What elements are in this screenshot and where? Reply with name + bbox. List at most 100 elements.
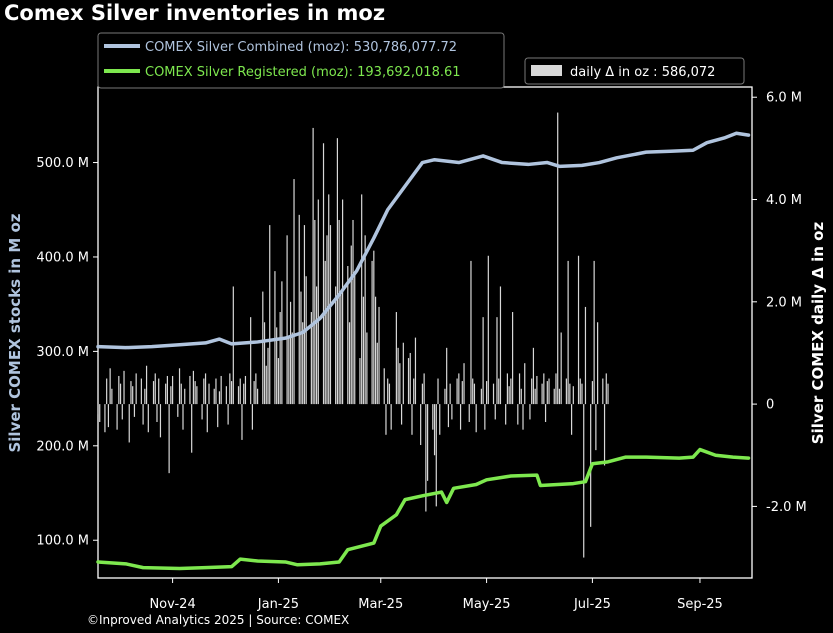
daily-delta-bar — [498, 378, 500, 405]
daily-delta-bar — [553, 388, 555, 405]
daily-delta-bar — [298, 214, 300, 405]
daily-delta-bar — [312, 127, 314, 405]
daily-delta-bar — [220, 375, 222, 405]
registered-inventory-line — [96, 447, 751, 571]
combined-inventory-line — [96, 131, 751, 350]
daily-delta-bar — [364, 235, 366, 405]
daily-delta-bar — [277, 358, 280, 405]
daily-delta-bar — [485, 381, 488, 405]
right-y-tick-label: 4.0 M — [766, 193, 802, 208]
daily-delta-bar — [225, 386, 227, 405]
daily-delta-bar — [409, 352, 411, 405]
daily-delta-bar — [529, 404, 531, 420]
daily-delta-bar — [145, 365, 148, 405]
daily-delta-bar — [463, 363, 465, 405]
daily-delta-bar — [390, 404, 392, 430]
right-y-tick-label: -2.0 M — [766, 500, 807, 515]
daily-delta-bar — [302, 322, 304, 405]
daily-delta-bar — [159, 404, 162, 438]
daily-delta-bar — [177, 404, 179, 417]
daily-delta-bar — [421, 383, 423, 405]
daily-delta-bar — [444, 388, 446, 405]
daily-delta-bar — [371, 260, 373, 405]
daily-delta-bar — [558, 388, 561, 405]
daily-delta-bar — [104, 404, 106, 433]
chart-title: Comex Silver inventories in moz — [4, 1, 385, 25]
daily-delta-bar — [456, 378, 458, 405]
daily-delta-bar — [192, 370, 195, 405]
daily-delta-bar — [274, 271, 276, 405]
daily-delta-bar — [378, 306, 380, 405]
legend-combined-label: COMEX Silver Combined (moz): 530,786,077… — [145, 40, 457, 55]
daily-delta-bar — [335, 286, 337, 405]
left-y-tick-label: 100.0 M — [36, 534, 89, 549]
daily-delta-bar — [407, 358, 410, 405]
daily-delta-bar — [170, 386, 172, 405]
daily-delta-bar — [251, 404, 253, 430]
daily-delta-bar — [121, 404, 123, 420]
legend-daily-swatch — [531, 65, 562, 76]
daily-delta-bar — [180, 383, 182, 405]
left-y-tick-label: 400.0 M — [36, 250, 89, 265]
daily-delta-bar — [99, 404, 101, 422]
daily-delta-bar — [361, 194, 363, 405]
daily-delta-bar — [350, 245, 352, 405]
daily-delta-bar — [482, 317, 484, 405]
daily-delta-bar — [156, 404, 158, 422]
daily-delta-bar — [243, 383, 245, 405]
daily-delta-bar — [347, 266, 349, 405]
daily-delta-bar — [204, 373, 207, 405]
daily-delta-bar — [227, 404, 229, 425]
daily-delta-bar — [196, 386, 198, 405]
daily-delta-bar — [165, 383, 167, 405]
daily-delta-bar — [178, 368, 181, 405]
daily-delta-bar — [263, 322, 266, 405]
daily-delta-bar — [286, 235, 288, 405]
daily-delta-bar — [230, 381, 233, 405]
x-tick-label: Nov-24 — [149, 597, 195, 612]
daily-delta-bar — [468, 404, 470, 422]
daily-delta-bar — [250, 317, 252, 405]
daily-delta-bar — [142, 404, 144, 425]
daily-delta-bar — [366, 332, 368, 405]
daily-delta-bar — [508, 386, 510, 405]
daily-delta-bar — [253, 381, 255, 405]
daily-delta-bar — [237, 386, 240, 405]
legend-right-box — [524, 57, 745, 85]
daily-delta-bar — [572, 386, 574, 405]
daily-delta-bar — [411, 404, 413, 435]
daily-delta-bar — [388, 383, 391, 405]
left-y-tick-label: 200.0 M — [36, 439, 89, 454]
daily-delta-bar — [244, 375, 247, 405]
daily-delta-bar — [494, 404, 496, 420]
daily-delta-bar — [413, 378, 415, 405]
daily-delta-bar — [107, 404, 110, 428]
daily-delta-bar — [189, 375, 191, 405]
legend-right: daily Δ in oz : 586,072 — [524, 57, 745, 85]
daily-delta-bar — [439, 404, 441, 435]
daily-delta-bar — [518, 373, 521, 405]
daily-delta-bar — [427, 404, 429, 481]
daily-delta-bar — [399, 363, 401, 405]
daily-delta-bar — [201, 404, 203, 420]
daily-delta-bar — [584, 306, 587, 405]
daily-delta-bar — [328, 194, 330, 405]
daily-delta-bar — [570, 404, 573, 435]
daily-delta-bar — [182, 404, 184, 430]
daily-delta-bar — [300, 291, 302, 405]
daily-delta-bar — [262, 291, 264, 405]
daily-delta-bar — [340, 291, 342, 405]
daily-delta-bar — [492, 383, 495, 405]
daily-delta-bar — [433, 404, 436, 456]
daily-delta-bar — [593, 260, 595, 405]
daily-delta-bar — [213, 388, 215, 405]
right-y-tick-label: 0 — [766, 398, 774, 413]
daily-delta-bar — [130, 381, 132, 405]
daily-delta-bar — [310, 312, 312, 405]
daily-delta-bar — [605, 373, 607, 405]
daily-delta-bar — [303, 225, 306, 405]
daily-delta-bar — [544, 404, 547, 422]
daily-delta-bar — [123, 370, 125, 405]
inventory-lines — [96, 131, 751, 571]
x-tick-label: Jan-25 — [257, 597, 299, 612]
